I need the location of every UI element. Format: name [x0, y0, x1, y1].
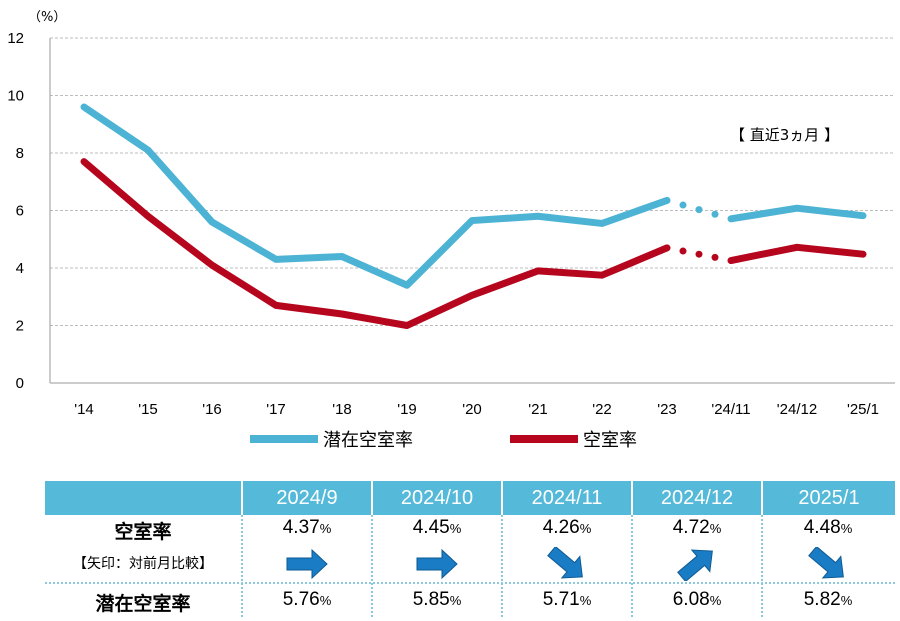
row-divider: [45, 582, 895, 584]
y-unit-label: （%）: [28, 10, 66, 25]
column-divider: [761, 515, 763, 617]
y-tick-label: 2: [16, 318, 24, 335]
legend-label-vacancy: 空室率: [583, 430, 637, 451]
y-tick-label: 8: [16, 145, 24, 162]
row-label-vacancy: 空室率: [114, 521, 172, 543]
x-tick-label: '22: [592, 401, 612, 418]
vacancy-value: 4.72%: [672, 517, 722, 538]
series-line-annual: [80, 158, 671, 329]
row-label-potential: 潜在空室率: [95, 593, 191, 615]
table-header-month: 2024/11: [503, 481, 631, 515]
legend: 潜在空室率 空室率: [250, 430, 637, 451]
column-divider: [501, 515, 503, 617]
recent-3-months-note: 【 直近3ヵ月 】: [730, 126, 839, 144]
vacancy-line-chart: （%） 0 2 4 6 8 10 12 '14 '15 '16 '17 '18 '19 '20 '21 '2…: [7, 10, 895, 451]
legend-label-potential: 潜在空室率: [323, 430, 413, 451]
table-header-month: 2024/10: [373, 481, 501, 515]
vacancy-value: 4.37%: [282, 517, 332, 538]
series-dotted-segment: [711, 253, 719, 261]
table-header-month: 2025/1: [763, 481, 895, 515]
table-header-month: 2024/9: [243, 481, 371, 515]
potential-vacancy-value: 5.76%: [282, 589, 332, 610]
month-over-month-arrow-icon: [286, 548, 328, 580]
series-dotted-segment: [711, 210, 719, 218]
table-header-blank: [45, 481, 241, 515]
vacancy-value: 4.45%: [412, 517, 462, 538]
vacancy-value: 4.48%: [803, 517, 853, 538]
x-tick-label: '24/12: [777, 401, 817, 418]
row-label-arrow-note: 【矢印：対前月比較】: [73, 556, 213, 572]
grid-lines: [49, 37, 895, 384]
x-tick-label: '21: [528, 401, 548, 418]
x-tick-label: '19: [397, 401, 417, 418]
potential-vacancy-value: 5.71%: [542, 589, 592, 610]
vacancy-value: 4.26%: [542, 517, 592, 538]
month-over-month-arrow-icon: [416, 548, 458, 580]
series-dotted-segment: [695, 206, 703, 214]
y-tick-label: 12: [7, 30, 24, 47]
y-tick-label: 6: [16, 203, 24, 220]
x-tick-labels: '14 '15 '16 '17 '18 '19 '20 '21 '22 '23 '24/11 '24/…: [74, 401, 879, 418]
month-over-month-arrow-icon: [677, 549, 713, 581]
series-line-annual: [80, 103, 671, 289]
x-tick-label: '15: [138, 401, 158, 418]
series-line-monthly: [727, 243, 867, 265]
x-tick-label: '25/1: [847, 401, 879, 418]
series-line-monthly: [727, 204, 867, 223]
series-dotted-segment: [695, 250, 703, 258]
monthly-vacancy-table: 2024/9 2024/10 2024/11 2024/12 2025/1 空室…: [45, 481, 895, 617]
column-divider: [371, 515, 373, 617]
x-tick-label: '24/11: [711, 401, 750, 418]
y-tick-label: 4: [16, 260, 24, 277]
x-tick-label: '17: [266, 401, 286, 418]
x-tick-label: '14: [74, 401, 94, 418]
month-over-month-arrow-icon: [808, 547, 844, 579]
column-divider: [241, 515, 243, 617]
x-tick-label: '23: [657, 401, 677, 418]
potential-vacancy-value: 5.82%: [803, 589, 853, 610]
column-divider: [631, 515, 633, 617]
y-tick-label: 10: [7, 88, 24, 105]
x-tick-label: '18: [332, 401, 352, 418]
x-tick-label: '16: [202, 401, 222, 418]
y-tick-label: 0: [16, 375, 24, 392]
table-header-month: 2024/12: [633, 481, 761, 515]
month-over-month-arrow-icon: [547, 547, 583, 579]
x-tick-label: '20: [462, 401, 482, 418]
potential-vacancy-value: 5.85%: [412, 589, 462, 610]
y-tick-labels: 0 2 4 6 8 10 12: [7, 30, 24, 392]
series-dotted-segment: [679, 247, 687, 255]
series-lines: [80, 103, 867, 329]
series-dotted-segment: [679, 201, 687, 209]
potential-vacancy-value: 6.08%: [672, 589, 722, 610]
